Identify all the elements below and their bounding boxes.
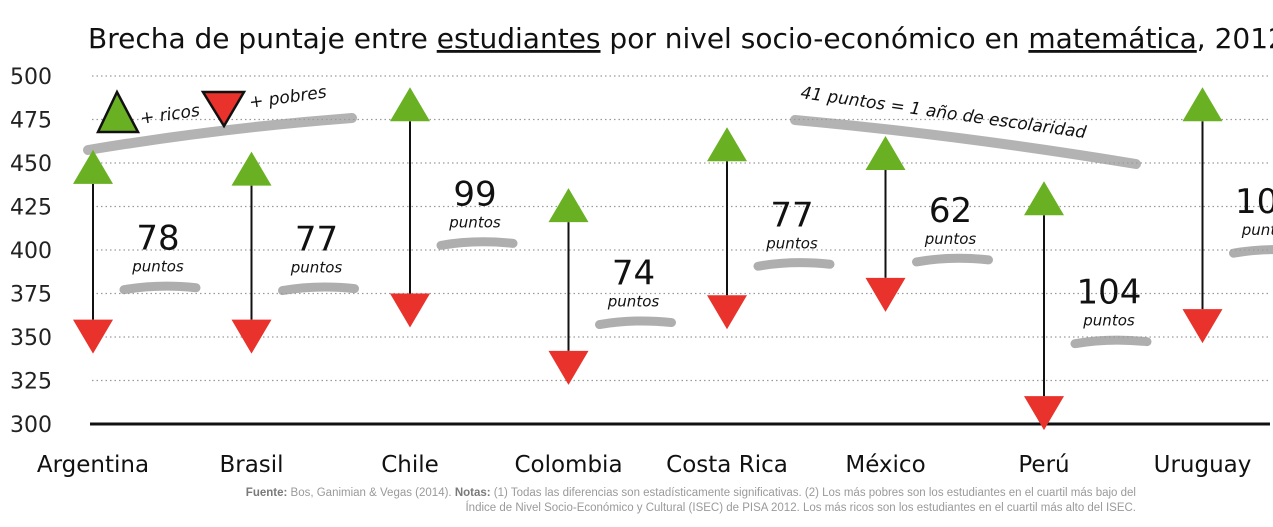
title-underlined-2: matemática [1028, 22, 1196, 55]
poor-score-marker [707, 295, 747, 330]
footnote-line-2: Índice de Nivel Socio-Económico y Cultur… [465, 501, 1136, 514]
annotation-paper-shadow [790, 115, 1141, 169]
chart-title: Brecha de puntaje entre estudiantes por … [88, 22, 1273, 55]
x-category-label: Chile [381, 452, 439, 478]
rich-score-marker [707, 127, 747, 162]
x-category-label: Uruguay [1154, 452, 1252, 478]
gap-unit-label: puntos [448, 213, 501, 231]
x-axis-categories: Argentina Brasil Chile Colombia Costa Rica Mé… [37, 452, 1251, 478]
gap-unit-label: puntos [765, 234, 818, 252]
rich-score-marker [548, 188, 589, 223]
rich-score-marker [1182, 87, 1223, 122]
y-tick-label: 450 [10, 152, 52, 177]
legend-rich-marker [96, 89, 141, 134]
gap-value-label: 74 [612, 254, 655, 294]
footnote-notes-text: (1) Todas las diferencias son estadístic… [491, 487, 1136, 499]
gap-label-shadow [1070, 335, 1152, 349]
gap-unit-label: puntos [131, 258, 184, 276]
x-category-label: Argentina [37, 452, 149, 478]
x-category-label: México [845, 452, 925, 478]
grid-lines [92, 75, 1270, 382]
y-tick-label: 350 [10, 326, 52, 351]
rich-score-marker [1024, 181, 1064, 216]
poor-score-marker [1024, 396, 1064, 431]
footnote-source-label: Fuente: [246, 487, 288, 499]
gap-value-label: 62 [929, 191, 972, 231]
y-tick-label: 425 [10, 196, 52, 221]
y-tick-label: 300 [10, 413, 52, 438]
y-tick-label: 325 [10, 370, 52, 395]
footnote-source-text: Bos, Ganimian & Vegas (2014). [287, 487, 454, 499]
poor-score-marker [1182, 309, 1223, 344]
gap-label-shadow [278, 282, 359, 296]
gap-value-label: 77 [770, 195, 813, 235]
gap-value-label: 77 [295, 220, 338, 260]
title-mid: por nivel socio-económico en [601, 22, 1029, 55]
rich-score-marker [390, 87, 430, 122]
poor-score-marker [390, 293, 430, 328]
title-underlined-1: estudiantes [437, 22, 601, 55]
legend: + ricos + pobres [83, 82, 357, 155]
gap-label-shadow [912, 253, 993, 267]
gap-label-shadow [753, 258, 835, 271]
footnote: Fuente: Bos, Ganimian & Vegas (2014). No… [246, 487, 1136, 514]
gap-label-shadow [1229, 245, 1273, 258]
legend-poor-marker [200, 90, 247, 129]
title-post: , 2012 [1197, 22, 1273, 55]
rich-score-marker [231, 151, 272, 186]
legend-poor-label: + pobres [248, 82, 328, 113]
y-tick-label: 400 [10, 239, 52, 264]
y-tick-label: 500 [10, 65, 52, 90]
gap-value-label: 108 [1235, 182, 1273, 222]
gap-unit-label: puntos [924, 230, 977, 248]
x-category-label: Colombia [514, 452, 622, 478]
footnote-notes-label: Notas: [455, 487, 491, 499]
rich-score-marker [865, 135, 906, 170]
gap-label-shadow [436, 237, 518, 250]
title-pre: Brecha de puntaje entre [88, 22, 437, 55]
gap-unit-label: puntos [1082, 312, 1135, 330]
rich-score-marker [73, 149, 113, 184]
gap-value-label: 99 [453, 174, 496, 214]
y-tick-label: 375 [10, 283, 52, 308]
gap-label-shadow [595, 316, 676, 330]
gap-unit-label: puntos [290, 259, 343, 277]
poor-score-marker [548, 350, 589, 385]
poor-score-marker [231, 319, 272, 354]
gap-unit-label: puntos [607, 293, 660, 311]
gap-value-label: 104 [1077, 273, 1142, 313]
poor-score-marker [865, 277, 906, 312]
legend-rich-label: + ricos [139, 101, 201, 129]
x-category-label: Perú [1018, 452, 1069, 478]
gap-unit-label: puntos [1241, 221, 1273, 239]
y-tick-label: 475 [10, 109, 52, 134]
y-axis-ticks: 300 325 350 375 400 425 450 475 500 [10, 65, 52, 438]
gap-value-label: 78 [136, 219, 179, 259]
x-category-label: Brasil [219, 452, 283, 478]
x-category-label: Costa Rica [666, 452, 788, 478]
gap-label-shadow [119, 281, 201, 295]
chart-marks: 78puntos77puntos99puntos74puntos77puntos… [73, 87, 1273, 431]
footnote-line-1: Fuente: Bos, Ganimian & Vegas (2014). No… [246, 487, 1136, 499]
legend-paper-shadow [83, 113, 357, 155]
annotation: 41 puntos = 1 año de escolaridad [790, 83, 1141, 169]
poor-score-marker [73, 319, 113, 354]
